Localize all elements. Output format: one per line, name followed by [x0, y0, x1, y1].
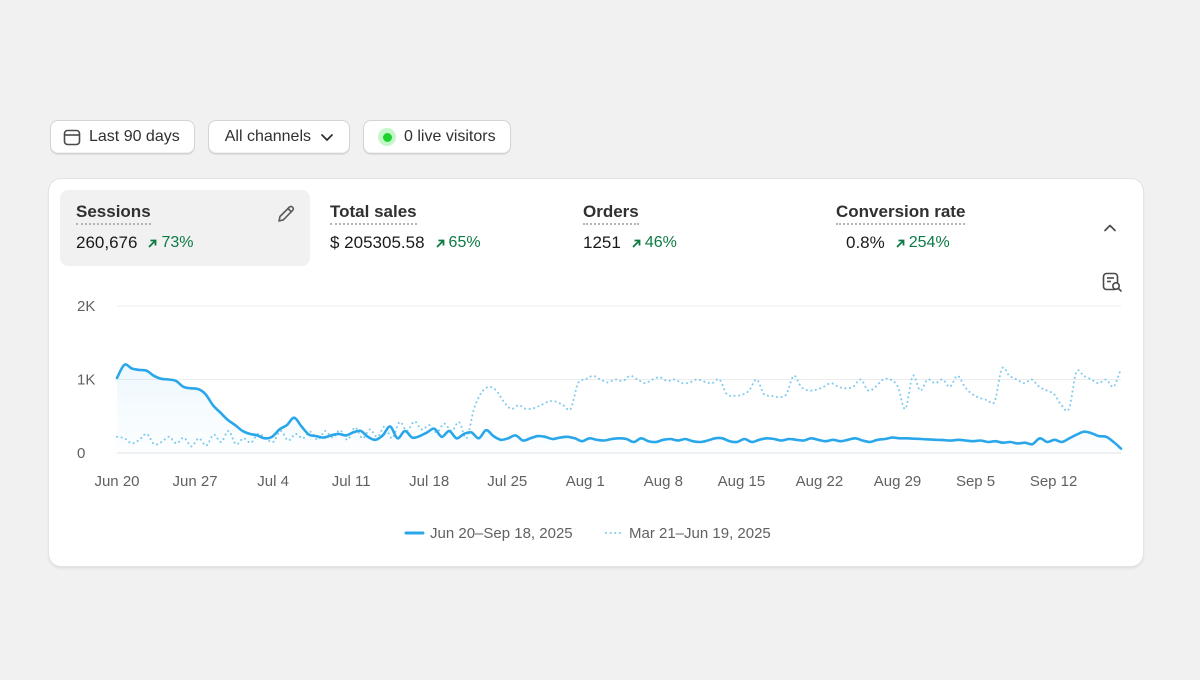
metric-change-value: 65%	[448, 234, 481, 251]
date-range-button[interactable]: Last 90 days	[50, 120, 195, 154]
series-area-current	[117, 364, 1121, 453]
y-tick-label: 0	[77, 445, 85, 462]
channels-dropdown[interactable]: All channels	[207, 120, 351, 154]
metric-label: Sessions	[76, 202, 151, 225]
arrow-up-right-icon	[896, 239, 905, 248]
metric-change-value: 254%	[908, 234, 950, 251]
metric-value: 260,676	[76, 233, 138, 252]
search-document-icon[interactable]	[1101, 271, 1123, 298]
pencil-icon[interactable]	[276, 204, 296, 229]
x-tick-label: Jun 27	[173, 473, 218, 490]
metric-change: 73%	[147, 234, 193, 252]
y-tick-label: 2K	[77, 298, 95, 315]
filter-bar: Last 90 days All channels 0 live visitor…	[50, 120, 511, 154]
metric-change: 254%	[895, 234, 950, 252]
series-line-current	[115, 363, 1123, 450]
live-dot-icon	[378, 128, 397, 146]
x-tick-label: Aug 15	[718, 473, 766, 490]
legend-label-previous: Mar 21–Jun 19, 2025	[629, 525, 771, 542]
x-tick-label: Sep 5	[956, 473, 995, 490]
metric-orders[interactable]: Orders 1251 46%	[567, 190, 797, 266]
date-range-label: Last 90 days	[89, 128, 180, 145]
metric-total-sales[interactable]: Total sales $ 205305.58 65%	[314, 190, 554, 266]
metric-sessions[interactable]: Sessions 260,676 73%	[60, 190, 310, 266]
x-tick-label: Aug 22	[796, 473, 844, 490]
metric-change: 65%	[435, 234, 481, 252]
analytics-card: Sessions 260,676 73% Total sales $ 20530…	[49, 179, 1143, 566]
metric-label: Total sales	[330, 202, 417, 225]
chevron-down-icon	[319, 129, 335, 145]
x-tick-label: Aug 29	[874, 473, 922, 490]
metric-value: $ 205305.58	[330, 233, 425, 252]
live-visitors-label: 0 live visitors	[404, 128, 496, 145]
x-tick-label: Sep 12	[1030, 473, 1078, 490]
y-tick-label: 1K	[77, 372, 95, 389]
arrow-up-right-icon	[148, 239, 157, 248]
x-tick-label: Jul 25	[487, 473, 527, 490]
metric-value: 1251	[583, 233, 621, 252]
metric-label: Orders	[583, 202, 639, 225]
channels-label: All channels	[224, 128, 312, 145]
metric-conversion-rate[interactable]: Conversion rate 0.8% 254%	[820, 190, 1060, 266]
metric-change: 46%	[631, 234, 677, 252]
x-tick-label: Jul 18	[409, 473, 449, 490]
x-tick-label: Aug 1	[566, 473, 605, 490]
x-tick-label: Aug 8	[644, 473, 683, 490]
arrow-up-right-icon	[435, 239, 444, 248]
arrow-up-right-icon	[632, 239, 641, 248]
x-tick-label: Jun 20	[94, 473, 139, 490]
chevron-up-icon[interactable]	[1101, 219, 1119, 242]
x-tick-label: Jul 4	[257, 473, 289, 490]
legend-label-current: Jun 20–Sep 18, 2025	[430, 525, 573, 542]
metric-change-value: 46%	[644, 234, 677, 251]
sessions-chart: 2K 1K 0 Jun 20 Jun 27 Jul 4 Jul 11 Jul 18 Jul 2…	[77, 298, 1123, 542]
metric-change-value: 73%	[161, 234, 194, 251]
metric-value: 0.8%	[846, 233, 885, 252]
calendar-icon	[63, 128, 81, 146]
x-tick-label: Jul 11	[332, 473, 371, 490]
live-visitors-button[interactable]: 0 live visitors	[363, 120, 511, 154]
metric-label: Conversion rate	[836, 202, 966, 225]
